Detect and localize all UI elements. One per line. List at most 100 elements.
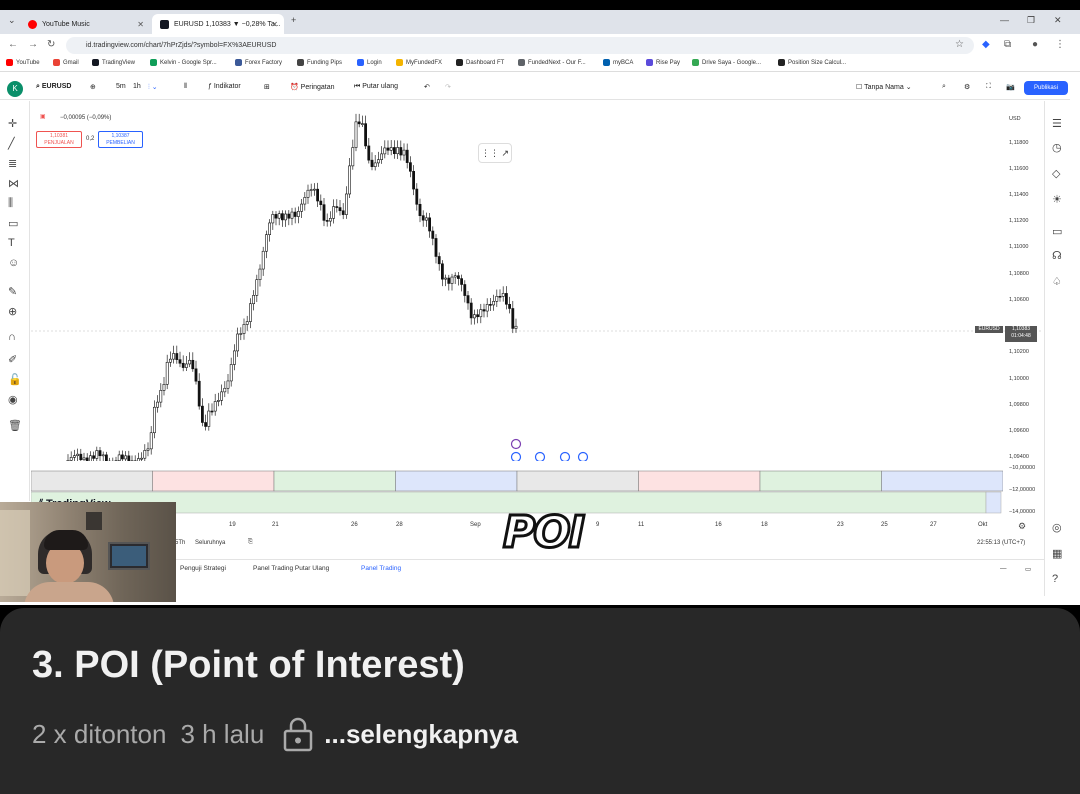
trend-line-icon[interactable]: ╱ xyxy=(8,138,15,150)
extension-icon[interactable]: ◆ xyxy=(982,39,990,50)
minimize-panel-icon[interactable]: — xyxy=(1000,565,1007,572)
notifications-icon[interactable]: ♤ xyxy=(1052,276,1062,288)
alerts-clock-icon[interactable]: ◷ xyxy=(1052,142,1062,154)
symbol-search[interactable]: ⌕ EURUSD xyxy=(36,83,72,90)
candlestick-chart[interactable] xyxy=(31,101,1043,461)
rectangle-icon[interactable]: ▭ xyxy=(8,218,19,230)
stay-drawing-icon[interactable]: ✐ xyxy=(8,354,18,366)
chart-type-icon[interactable]: ⫶ ⌄ xyxy=(148,84,158,91)
close-icon[interactable]: ✕ xyxy=(137,19,144,29)
clock-text[interactable]: 22:55:13 (UTC+7) xyxy=(977,540,1026,546)
magnet-icon[interactable]: ∩ xyxy=(8,331,16,343)
candle-body xyxy=(415,188,419,205)
bookmark-item[interactable]: TradingView xyxy=(92,59,135,66)
trash-icon[interactable]: 🗑 xyxy=(8,420,22,432)
bookmark-item[interactable]: MyFundedFX xyxy=(396,59,442,66)
bar-style-icon[interactable]: ⦀ xyxy=(184,83,188,90)
profile-icon[interactable]: ● xyxy=(1032,39,1039,50)
bookmark-item[interactable]: myBCA xyxy=(603,59,633,66)
address-row: ← → ↻ id.tradingview.com/chart/7hPrZjds/… xyxy=(0,34,1080,56)
tab-trading-panel[interactable]: Panel Trading xyxy=(361,565,402,572)
replay-button[interactable]: ⏮ Putar ulang xyxy=(354,83,399,90)
emoji-icon[interactable]: ☺ xyxy=(8,257,20,269)
tab-strategy-tester[interactable]: Penguji Strategi xyxy=(180,565,226,572)
prediction-icon[interactable]: ⫼ xyxy=(8,197,14,209)
target-icon[interactable]: ◎ xyxy=(1052,522,1062,534)
bookmark-item[interactable]: Position Size Calcul... xyxy=(778,59,846,66)
publish-button[interactable]: Publikasi xyxy=(1024,81,1068,95)
menu-dots-icon[interactable]: ⋮ xyxy=(1055,39,1065,50)
show-more-link[interactable]: ...selengkapnya xyxy=(324,718,518,749)
interval-5m[interactable]: 5m xyxy=(116,83,126,90)
calendar-icon[interactable]: ▦ xyxy=(1052,548,1063,560)
sell-button[interactable]: 1,10381 PENJUALAN xyxy=(36,131,82,148)
chat-icon[interactable]: ▭ xyxy=(1052,226,1063,238)
currency-label[interactable]: USD xyxy=(1009,116,1021,122)
lock-drawings-icon[interactable]: 🔓 xyxy=(8,374,22,386)
range-all[interactable]: Seluruhnya xyxy=(195,540,226,546)
maximize-panel-icon[interactable]: ▭ xyxy=(1025,566,1032,573)
bookmark-item[interactable]: Login xyxy=(357,59,382,66)
layout-grid-icon[interactable]: ⊞ xyxy=(264,84,270,91)
settings-icon[interactable]: ⚙ xyxy=(964,84,971,91)
hide-drawings-icon[interactable]: ◉ xyxy=(8,394,18,406)
bookmark-item[interactable]: Gmail xyxy=(53,59,79,66)
bookmark-item[interactable]: Rise Pay xyxy=(646,59,680,66)
help-icon[interactable]: ? xyxy=(1052,573,1059,585)
add-symbol-icon[interactable]: ⊕ xyxy=(90,84,96,91)
candle-body xyxy=(101,454,105,457)
streams-icon[interactable]: ☊ xyxy=(1052,250,1062,262)
ruler-icon[interactable]: ✎ xyxy=(8,286,18,298)
redo-icon[interactable]: ↷ xyxy=(445,84,451,91)
pattern-icon[interactable]: ⋈ xyxy=(8,178,19,190)
quick-search-icon[interactable]: ⌕ xyxy=(942,83,946,90)
date-range-icon[interactable]: ⎘ xyxy=(248,539,253,545)
tab-youtube-music[interactable]: YouTube Music ✕ xyxy=(20,14,150,34)
close-window-icon[interactable]: ✕ xyxy=(1054,15,1062,25)
oscillator-pane[interactable] xyxy=(31,470,1003,514)
range-5y[interactable]: 5Th xyxy=(175,540,186,546)
alert-button[interactable]: ⏰ Peringatan xyxy=(290,84,335,91)
bookmark-item[interactable]: Dashboard FT xyxy=(456,59,504,66)
bookmark-item[interactable]: FundedNext - Our F... xyxy=(518,59,586,66)
close-icon[interactable]: ✕ xyxy=(271,19,278,29)
reload-icon[interactable]: ↻ xyxy=(47,39,56,50)
bookmark-item[interactable]: YouTube xyxy=(6,59,40,66)
forward-icon[interactable]: → xyxy=(28,39,38,50)
tab-replay-trading-panel[interactable]: Panel Trading Putar Ulang xyxy=(253,565,330,572)
bookmark-item[interactable]: Drive Saya - Google... xyxy=(692,59,761,66)
interval-1h[interactable]: 1h xyxy=(133,83,141,90)
buy-button[interactable]: 1,10387 PEMBELIAN xyxy=(98,131,143,148)
zoom-icon[interactable]: ⊕ xyxy=(8,306,18,318)
ideas-bulb-icon[interactable]: ☀ xyxy=(1052,194,1062,206)
fib-icon[interactable]: ≣ xyxy=(8,158,18,170)
price-tick: 1,09400 xyxy=(1009,454,1029,460)
time-settings-icon[interactable]: ⚙ xyxy=(1018,521,1027,531)
maximize-icon[interactable]: ❐ xyxy=(1027,15,1036,25)
fullscreen-icon[interactable]: ⛶ xyxy=(986,83,991,90)
candle-body xyxy=(242,324,246,334)
tab-list-icon[interactable]: ⌄ xyxy=(8,15,16,25)
url-bar[interactable]: id.tradingview.com/chart/7hPrZjds/?symbo… xyxy=(66,37,974,54)
bookmark-star-icon[interactable]: ☆ xyxy=(955,39,964,50)
extensions-puzzle-icon[interactable]: ⧉ xyxy=(1004,39,1012,50)
snapshot-icon[interactable]: 📷 xyxy=(1006,84,1015,91)
bookmark-item[interactable]: Kelvin - Google Spr... xyxy=(150,59,217,66)
tab-tradingview[interactable]: EURUSD 1,10383 ▼ −0,28% Ta... ✕ xyxy=(152,14,284,34)
layers-icon[interactable]: ◇ xyxy=(1052,168,1061,180)
back-icon[interactable]: ← xyxy=(8,39,18,50)
crosshair-icon[interactable]: ✛ xyxy=(8,118,18,130)
text-icon[interactable]: T xyxy=(8,237,15,249)
bookmark-item[interactable]: Forex Factory xyxy=(235,59,282,66)
layout-name-dropdown[interactable]: ☐ Tanpa Nama ⌄ xyxy=(856,84,912,91)
minimize-icon[interactable]: — xyxy=(1000,15,1009,25)
new-tab-button[interactable]: + xyxy=(291,15,297,25)
bookmark-item[interactable]: Funding Pips xyxy=(297,59,342,66)
video-player[interactable]: ⌄ YouTube Music ✕ EURUSD 1,10383 ▼ −0,28… xyxy=(0,10,1080,605)
undo-icon[interactable]: ↶ xyxy=(424,84,430,91)
candle-body xyxy=(501,293,505,297)
watchlist-icon[interactable]: ☰ xyxy=(1052,118,1062,130)
indicators-button[interactable]: ƒ Indikator xyxy=(208,83,241,90)
indicator-toggle-button[interactable]: ⋮⋮ ↗ xyxy=(478,143,512,163)
user-avatar[interactable]: K xyxy=(7,81,23,97)
